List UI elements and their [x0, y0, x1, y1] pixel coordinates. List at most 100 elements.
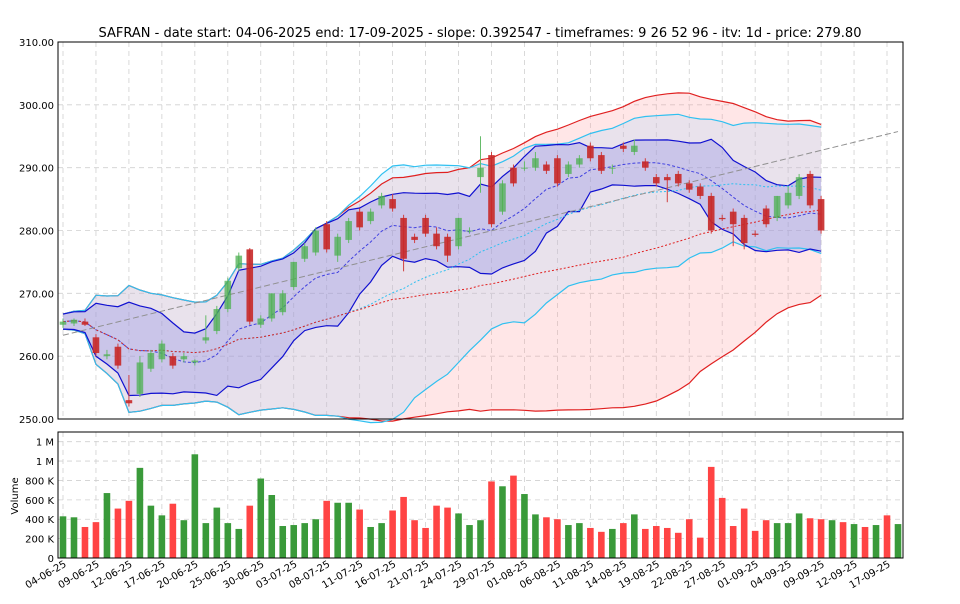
- volume-tick-label: 200 K: [25, 535, 54, 546]
- candle-body: [301, 246, 309, 259]
- volume-bar: [499, 486, 506, 558]
- candle-body: [356, 211, 363, 228]
- trend-line: [62, 131, 899, 336]
- candle-body: [729, 211, 737, 225]
- volume-bar: [587, 527, 594, 558]
- candle-body: [587, 145, 594, 159]
- volume-bar: [729, 526, 737, 558]
- candle-body: [114, 346, 122, 366]
- volume-bar: [92, 522, 100, 558]
- volume-bar: [510, 475, 517, 558]
- volume-bar: [598, 531, 605, 558]
- candle-body: [477, 167, 484, 178]
- candle-body: [411, 236, 418, 240]
- candle-body: [103, 354, 111, 357]
- volume-bar: [806, 518, 814, 558]
- volume-bar: [125, 500, 133, 558]
- band-26-upper: [62, 113, 822, 315]
- volume-bar: [356, 509, 363, 558]
- volume-bar: [652, 526, 660, 558]
- volume-bar: [894, 524, 902, 558]
- volume-bar: [740, 508, 748, 558]
- candle-body: [762, 208, 770, 225]
- volume-bar: [433, 505, 440, 558]
- volume-bar: [422, 527, 429, 558]
- volume-bar: [631, 514, 638, 558]
- volume-bar: [147, 505, 155, 558]
- candle-body: [279, 293, 287, 313]
- volume-bar: [444, 507, 451, 558]
- price-tick-label: 260.00: [19, 352, 54, 363]
- volume-bar: [696, 537, 704, 558]
- indicator-bands: [62, 92, 899, 424]
- candle-body: [609, 167, 616, 169]
- candle-body: [312, 230, 319, 253]
- volume-tick-label: 0: [48, 554, 54, 565]
- band-26-lower: [62, 241, 822, 424]
- candle-body: [598, 155, 605, 171]
- volume-bar: [268, 495, 276, 558]
- volume-bar: [872, 525, 880, 558]
- candle-body: [180, 356, 188, 360]
- volume-bar: [707, 466, 715, 558]
- volume-bar: [389, 510, 396, 558]
- volume-bar: [455, 513, 462, 558]
- candle-body: [81, 321, 89, 325]
- volume-tick-label: 800 K: [25, 476, 54, 487]
- volume-bar: [883, 515, 891, 558]
- candle-body: [565, 164, 572, 174]
- volume-bar: [235, 528, 243, 558]
- candle-body: [345, 221, 352, 240]
- candle-body: [257, 318, 265, 325]
- candle-body: [718, 217, 726, 220]
- volume-bar: [773, 523, 781, 558]
- price-tick-label: 250.00: [19, 415, 54, 426]
- band-9-fill: [63, 139, 822, 396]
- volume-bar: [81, 526, 89, 558]
- candle-body: [147, 353, 155, 369]
- volume-tick-label: 600 K: [25, 496, 54, 507]
- band-9-upper: [62, 138, 822, 334]
- candle-body: [707, 195, 715, 231]
- volume-bar: [180, 520, 188, 558]
- volume-bar: [103, 493, 111, 558]
- volume-bar: [224, 523, 232, 558]
- candle-body: [378, 195, 385, 206]
- candle-body: [202, 337, 210, 341]
- volume-bar: [213, 507, 221, 558]
- volume-bar: [784, 523, 792, 558]
- candle-body: [125, 400, 133, 404]
- volume-bar: [554, 519, 561, 558]
- volume-y-axis-ticks: 0 200 K 400 K 600 K 800 K 1 M 1 M: [25, 438, 54, 565]
- volume-bar: [191, 454, 199, 558]
- candle-body: [334, 236, 341, 256]
- volume-bar: [532, 514, 539, 558]
- candle-body: [806, 173, 814, 206]
- volume-bars: [59, 454, 902, 558]
- volume-bar: [861, 526, 869, 558]
- volume-bar: [685, 519, 693, 558]
- candle-body: [521, 167, 528, 169]
- candle-body: [685, 183, 693, 190]
- volume-bar: [477, 520, 484, 558]
- volume-bar: [158, 515, 166, 558]
- volume-bar: [663, 527, 671, 558]
- volume-bar: [620, 523, 627, 558]
- volume-bar: [828, 520, 836, 558]
- candle-body: [246, 249, 254, 322]
- volume-bar: [850, 524, 858, 558]
- x-axis-ticks: 04-06-2509-06-2512-06-2517-06-2520-06-25…: [24, 559, 893, 591]
- volume-bar: [718, 497, 726, 558]
- candle-body: [663, 177, 671, 181]
- candle-body: [543, 164, 550, 171]
- candle-body: [389, 199, 396, 209]
- volume-bar: [323, 500, 330, 558]
- volume-bar: [257, 478, 265, 558]
- volume-bar: [400, 496, 407, 558]
- volume-bar: [466, 525, 473, 558]
- volume-bar: [543, 517, 550, 558]
- volume-bar: [817, 519, 825, 558]
- price-tick-label: 280.00: [19, 227, 54, 238]
